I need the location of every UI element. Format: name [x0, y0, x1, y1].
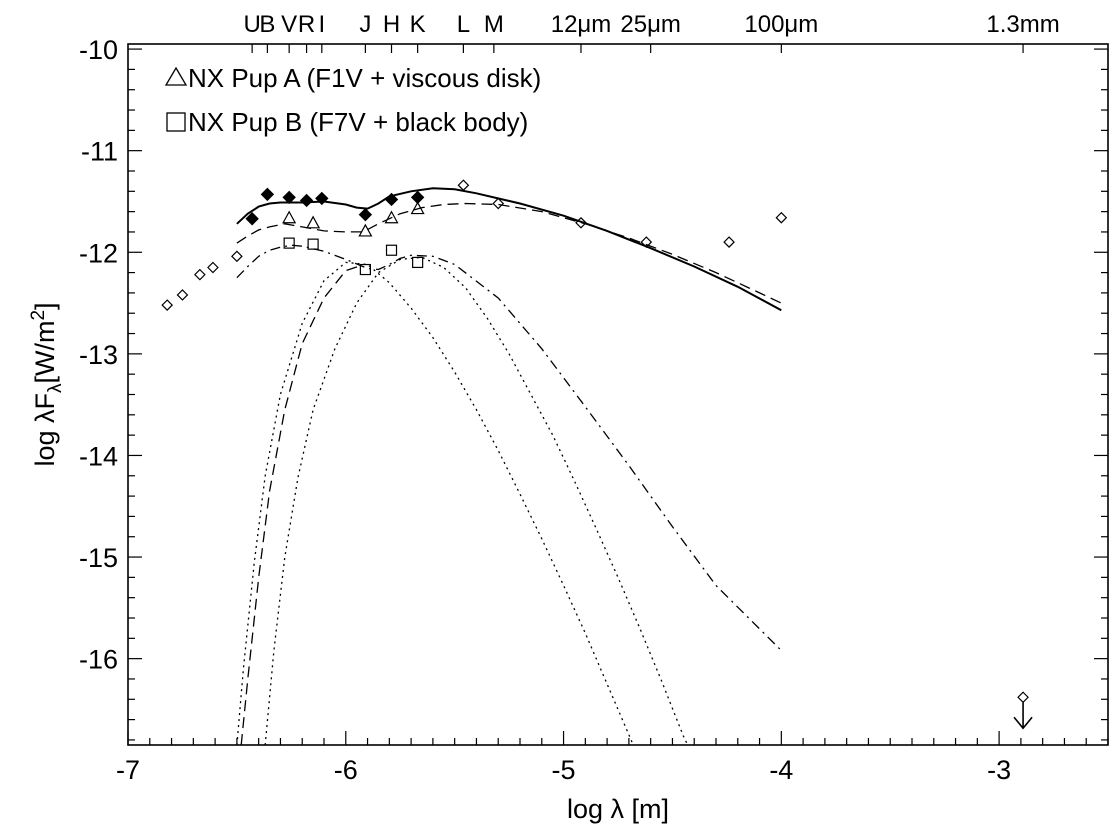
square-point — [385, 244, 398, 256]
band-label: U — [243, 11, 260, 38]
y-tick-label: -13 — [79, 340, 118, 370]
open-diamond-point — [207, 261, 219, 274]
filled-diamond-point — [260, 187, 275, 202]
model-curve-dashed — [236, 202, 782, 304]
model-curves — [236, 187, 782, 746]
band-label: L — [457, 11, 470, 38]
filled-diamond-point — [245, 212, 259, 226]
top-axis-band-labels: UB V R I J H K L M 12μm 25μm 100μm 1.3mm — [243, 11, 1059, 38]
legend-label-nx-pup-a: NX Pup A (F1V + viscous disk) — [188, 63, 541, 93]
band-label: 12μm — [551, 11, 612, 38]
y-axis-label-unit: [W/m — [30, 321, 60, 384]
band-label: K — [410, 11, 426, 38]
plot-frame — [127, 43, 1109, 746]
y-axis-label: log λFλ[W/m2] — [28, 302, 66, 466]
x-tick-label: -3 — [987, 755, 1011, 785]
square-point — [283, 237, 295, 249]
open-diamond-point — [457, 179, 470, 192]
open-diamond-point — [492, 197, 505, 210]
y-tick-label: -16 — [79, 645, 118, 675]
model-curve-dash-dot — [236, 244, 782, 651]
y-axis-label-subscript: λ — [45, 383, 66, 393]
y-axis-label-superscript: 2 — [28, 310, 49, 321]
y-tick-label: -15 — [79, 543, 118, 573]
open-diamond-point — [723, 236, 735, 248]
band-label: V — [281, 11, 297, 38]
square-point — [412, 256, 424, 269]
model-curve-dotted — [264, 256, 689, 746]
y-tick-label: -10 — [79, 35, 118, 65]
open-diamond-point — [194, 268, 206, 281]
band-label: M — [484, 11, 504, 38]
data-points — [161, 179, 1033, 730]
open-diamond-point — [640, 236, 653, 248]
upper-limit-point — [1017, 691, 1029, 704]
triangle-point — [384, 210, 399, 224]
open-diamond-point — [775, 211, 788, 224]
band-label: 25μm — [620, 11, 681, 38]
y-axis-label-close: ] — [30, 302, 60, 310]
square-point — [359, 263, 371, 276]
band-label: J — [359, 11, 371, 38]
plot-border — [127, 43, 1109, 746]
triangle-point — [410, 201, 425, 215]
y-tick-label: -11 — [81, 137, 118, 167]
legend-label-nx-pup-b: NX Pup B (F7V + black body) — [188, 107, 528, 137]
legend-triangle-marker — [164, 66, 188, 86]
model-curve-dotted — [236, 261, 634, 746]
band-label: H — [383, 11, 400, 38]
filled-diamond-point — [315, 191, 329, 206]
square-point — [307, 238, 319, 250]
x-tick-label: -6 — [334, 755, 358, 785]
legend: NX Pup A (F1V + viscous disk) NX Pup B (… — [164, 63, 541, 137]
band-label: R — [298, 11, 315, 38]
band-label: 1.3mm — [986, 11, 1059, 38]
y-axis-label-main: log λF — [30, 393, 60, 467]
triangle-point — [306, 215, 321, 229]
x-axis-label: log λ [m] — [567, 794, 669, 824]
model-curve-dashed — [240, 264, 362, 746]
x-tick-label: -7 — [116, 755, 140, 785]
legend-entry-nx-pup-a: NX Pup A (F1V + viscous disk) — [164, 63, 541, 93]
legend-entry-nx-pup-b: NX Pup B (F7V + black body) — [166, 107, 528, 137]
open-diamond-point — [575, 216, 587, 229]
filled-diamond-point — [282, 190, 296, 205]
upper-limit-arrow-head — [1013, 716, 1033, 730]
filled-diamond-point — [358, 207, 373, 222]
filled-diamond-point — [384, 192, 399, 207]
band-label: 100μm — [744, 11, 818, 38]
x-tick-label: -4 — [769, 755, 793, 785]
x-tick-label: -5 — [552, 755, 576, 785]
tick-labels: -7 -6 -5 -4 -3 -10 -11 -12 -13 -14 -15 -16 — [79, 35, 1011, 785]
open-diamond-point — [176, 289, 189, 301]
axis-ticks — [127, 44, 1109, 745]
open-diamond-point — [231, 250, 243, 263]
triangle-point — [282, 210, 297, 224]
legend-square-marker — [166, 112, 186, 132]
y-tick-label: -14 — [79, 441, 118, 471]
filled-diamond-point — [299, 193, 314, 208]
open-diamond-point — [161, 299, 174, 311]
y-tick-label: -12 — [79, 238, 118, 268]
triangle-point — [358, 223, 373, 237]
band-label: I — [318, 11, 325, 38]
band-label: B — [259, 11, 275, 38]
